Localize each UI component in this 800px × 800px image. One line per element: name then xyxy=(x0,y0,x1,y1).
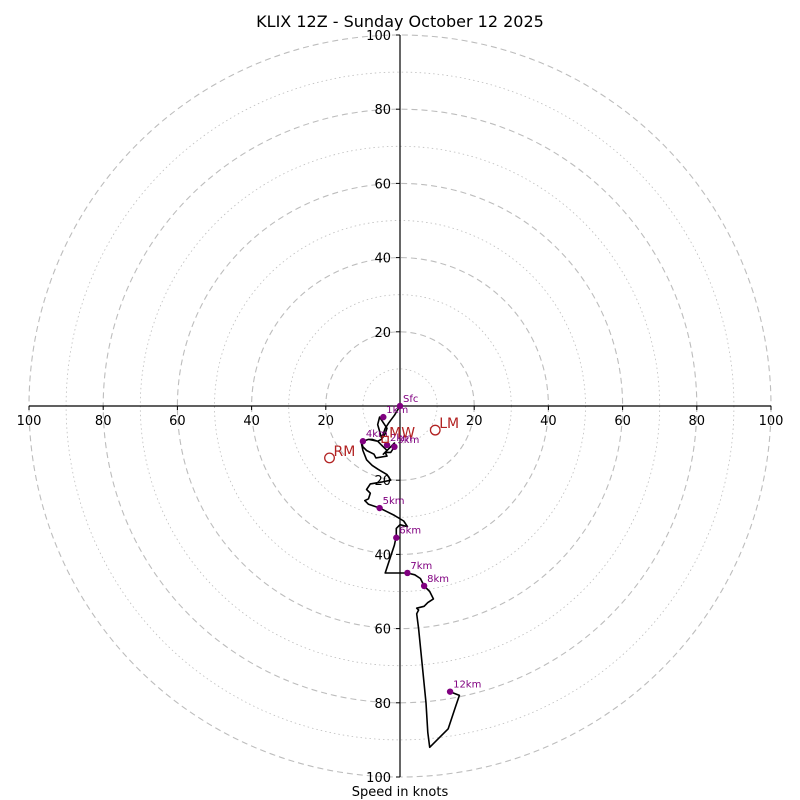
height-label-5km: 5km xyxy=(383,496,405,507)
y-tick-label: 60 xyxy=(374,623,391,638)
x-tick-label: 20 xyxy=(466,414,483,429)
x-tick-label: 20 xyxy=(318,414,335,429)
motion-marker-RM xyxy=(324,452,335,464)
motion-label-RM: RM xyxy=(334,444,356,460)
height-marker-7km xyxy=(404,569,411,577)
height-label-4km: 4km xyxy=(366,429,388,440)
height-marker-6km xyxy=(393,534,400,541)
tick-labels: 100 80 60 40 20 20 40 60 80 100204060801002040608… xyxy=(17,29,784,786)
y-tick-label: 60 xyxy=(374,177,391,192)
x-tick-label: 60 xyxy=(614,414,631,429)
y-tick-label: 40 xyxy=(374,252,391,267)
y-tick-label: 20 xyxy=(374,326,391,341)
x-tick-label: 100 xyxy=(17,414,42,429)
height-label-8km: 8km xyxy=(427,574,449,585)
height-label-12km: 12km xyxy=(453,680,481,691)
height-marker-1km xyxy=(380,413,387,421)
y-tick-label: 40 xyxy=(374,548,391,563)
height-marker-2km xyxy=(383,441,391,449)
height-label-1km: 1km xyxy=(386,405,408,416)
height-marker-4km xyxy=(359,438,367,445)
y-tick-label: 80 xyxy=(374,103,391,118)
x-tick-label: 40 xyxy=(243,414,260,429)
x-axis-label: Speed in knots xyxy=(352,785,449,800)
y-tick-label: 100 xyxy=(366,29,391,44)
height-marker-5km xyxy=(376,504,383,512)
y-tick-label: 80 xyxy=(374,697,391,712)
height-label-6km: 6km xyxy=(399,526,421,537)
height-label-7km: 7km xyxy=(410,561,432,572)
storm-motions: RM LM MW xyxy=(324,416,459,464)
x-tick-label: 100 xyxy=(759,414,784,429)
motion-marker-LM xyxy=(429,424,441,436)
height-marker-8km xyxy=(420,582,428,590)
motion-marker-MW xyxy=(381,435,389,444)
height-label-2km: 2km xyxy=(390,433,412,444)
y-tick-label: 100 xyxy=(366,771,391,786)
height-marker-12km xyxy=(446,688,454,695)
height-label-Sfc: Sfc xyxy=(403,394,418,405)
motion-label-MW: MW xyxy=(389,425,415,441)
height-marker-Sfc xyxy=(396,402,404,410)
x-tick-label: 60 xyxy=(169,414,186,429)
chart-title: KLIX 12Z - Sunday October 12 2025 xyxy=(256,12,544,31)
motion-label-LM: LM xyxy=(439,416,459,432)
x-tick-label: 40 xyxy=(540,414,557,429)
x-tick-label: 80 xyxy=(689,414,706,429)
height-label-3km: 3km xyxy=(397,435,419,446)
height-marker-3km xyxy=(391,443,398,451)
hodograph-trace xyxy=(360,405,461,749)
hodograph-line xyxy=(360,405,461,749)
x-tick-label: 80 xyxy=(95,414,112,429)
